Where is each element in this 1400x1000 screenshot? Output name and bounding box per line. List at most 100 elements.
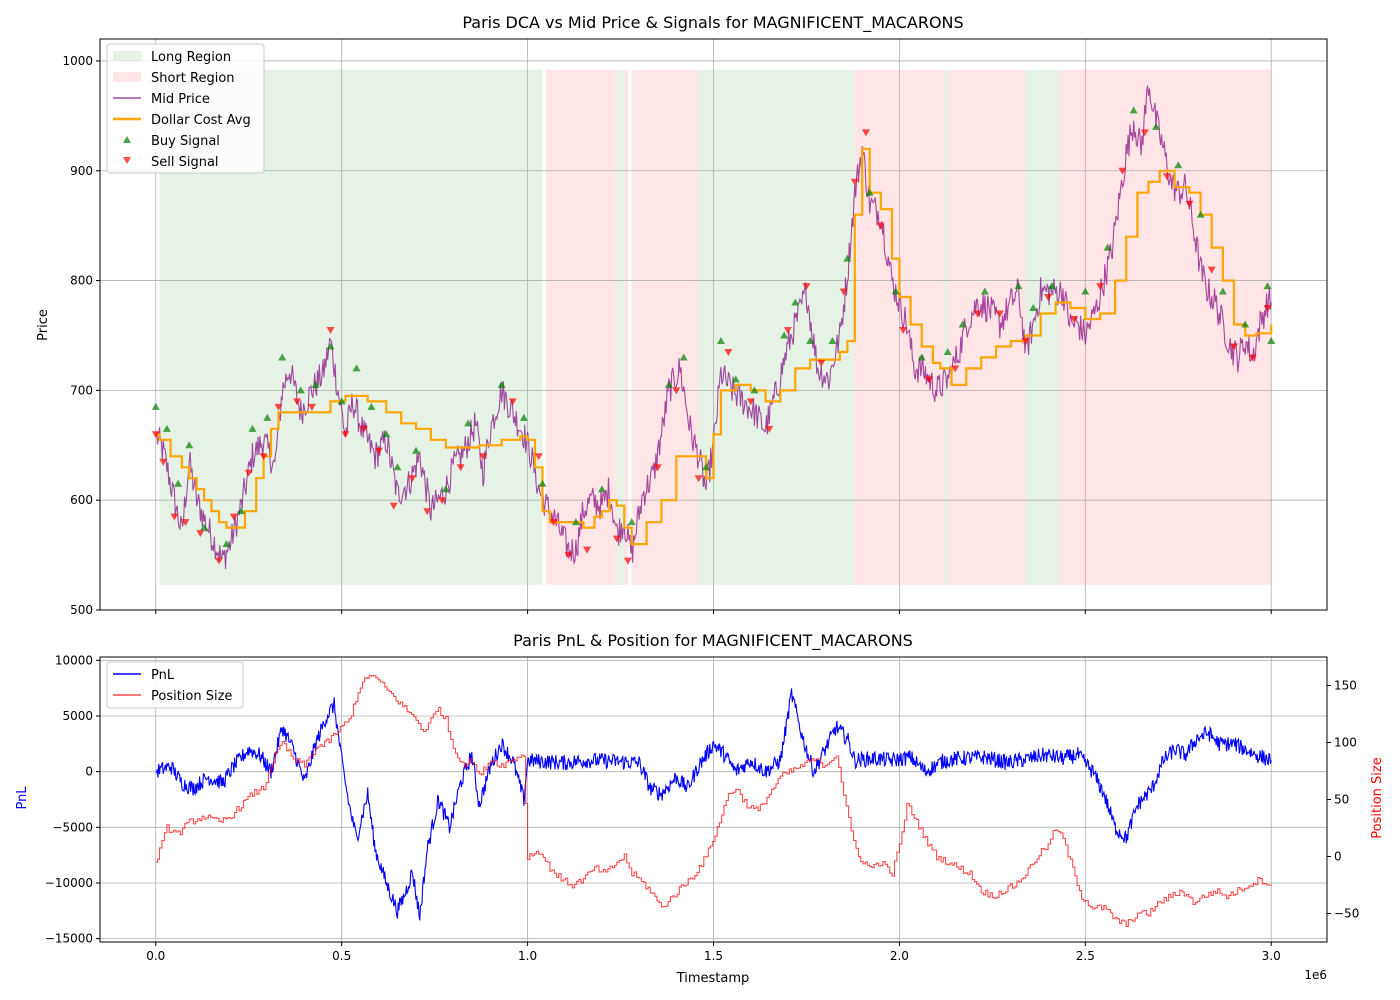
sell-signal-marker	[423, 508, 432, 516]
sell-signal-marker	[196, 530, 205, 538]
top-chart-title: Paris DCA vs Mid Price & Signals for MAG…	[462, 13, 963, 33]
buy-signal-marker	[731, 375, 740, 383]
position-tick-label: 50	[1334, 793, 1349, 807]
y-tick-label: 1000	[62, 54, 93, 68]
sell-signal-marker	[802, 283, 811, 291]
position-tick-label: 0	[1334, 850, 1342, 864]
buy-signal-marker	[367, 402, 376, 410]
sell-signal-marker	[951, 365, 960, 373]
sell-signal-marker	[1230, 343, 1239, 351]
pnl-tick-label: 5000	[62, 709, 93, 723]
buy-signal-marker	[943, 347, 952, 355]
sell-signal-marker	[1248, 354, 1257, 362]
sell-signal-marker	[1044, 294, 1053, 302]
sell-signal-marker	[995, 310, 1004, 318]
buy-signal-marker	[791, 298, 800, 306]
buy-signal-marker	[248, 424, 257, 432]
bottom-legend: PnL Position Size	[106, 661, 244, 709]
bottom-x-ticks: 0.0 0.5 1.0 1.5 2.0 2.5 3.0	[146, 942, 1281, 963]
buy-signal-marker	[352, 364, 361, 372]
buy-signal-marker	[702, 463, 711, 471]
x-tick-label: 2.0	[890, 949, 909, 963]
sell-signal-marker	[151, 431, 160, 439]
buy-signal-marker	[664, 380, 673, 388]
position-tick-label: 100	[1334, 736, 1357, 750]
legend-short-swatch	[113, 72, 141, 82]
buy-signal-marker	[1047, 282, 1056, 290]
sell-signal-marker	[181, 519, 190, 527]
sell-signal-marker	[307, 403, 316, 411]
sell-signal-marker	[259, 453, 268, 461]
x-axis-offset-label: 1e6	[1304, 968, 1327, 982]
buy-signal-marker	[1129, 106, 1138, 114]
buy-signal-marker	[162, 424, 171, 432]
buy-signal-marker	[519, 413, 528, 421]
buy-signal-marker	[828, 336, 837, 344]
buy-signal-marker	[237, 507, 246, 515]
long-region	[944, 69, 948, 585]
x-tick-label: 1.0	[518, 949, 537, 963]
sell-signal-marker	[1263, 305, 1272, 313]
pnl-tick-label: −5000	[52, 820, 93, 834]
buy-signal-marker	[185, 441, 194, 449]
top-y-axis-label: Price	[36, 309, 51, 341]
sell-signal-marker	[1118, 167, 1127, 175]
sell-signal-marker	[876, 222, 885, 230]
short-region	[624, 69, 628, 585]
buy-signal-marker	[1014, 282, 1023, 290]
sell-signal-marker	[359, 425, 368, 433]
buy-signal-marker	[891, 287, 900, 295]
sell-signal-marker	[508, 398, 517, 406]
pnl-chart: Paris PnL & Position for MAGNIFICENT_MAC…	[15, 631, 1385, 986]
top-series	[155, 85, 1273, 570]
bottom-grid	[100, 657, 1327, 942]
buy-signal-marker	[412, 446, 421, 454]
buy-signal-marker	[806, 336, 815, 344]
legend-buy-marker	[123, 136, 131, 143]
buy-signal-marker	[382, 430, 391, 438]
buy-signal-marker	[222, 540, 231, 548]
position-axis-label: Position Size	[1370, 757, 1385, 838]
top-x-ticks	[155, 610, 1272, 614]
buy-signal-marker	[597, 485, 606, 493]
legend-sell-marker	[123, 157, 131, 164]
position-tick-label: −50	[1334, 907, 1359, 921]
sell-signal-marker	[1021, 337, 1030, 345]
sell-signal-marker	[170, 513, 179, 521]
top-plot-frame	[99, 38, 1328, 611]
bottom-plot-frame	[99, 656, 1328, 943]
x-tick-label: 0.5	[332, 949, 351, 963]
y-tick-label: 600	[70, 493, 93, 507]
signal-markers	[151, 106, 1276, 565]
dollar-cost-avg-line	[155, 147, 1273, 546]
sell-signal-marker	[899, 326, 908, 334]
buy-signal-marker	[337, 397, 346, 405]
buy-signal-marker	[263, 413, 272, 421]
long-region	[1025, 69, 1060, 585]
sell-signal-marker	[783, 326, 792, 334]
short-region	[631, 69, 699, 585]
buy-signal-marker	[1081, 287, 1090, 295]
legend-position-label: Position Size	[151, 689, 232, 704]
sell-signal-marker	[861, 129, 870, 137]
long-region	[698, 69, 855, 585]
buy-signal-marker	[1103, 243, 1112, 251]
sell-signal-marker	[612, 535, 621, 543]
buy-signal-marker	[1241, 320, 1250, 328]
sell-signal-marker	[1163, 173, 1172, 181]
sell-signal-marker	[438, 497, 447, 505]
buy-signal-marker	[393, 463, 402, 471]
buy-signal-marker	[865, 188, 874, 196]
pnl-axis-label: PnL	[15, 786, 30, 810]
buy-signal-marker	[151, 402, 160, 410]
legend-sell-label: Sell Signal	[151, 155, 219, 170]
buy-signal-marker	[464, 419, 473, 427]
sell-signal-marker	[1096, 283, 1105, 291]
sell-signal-marker	[229, 513, 238, 521]
region-spans	[159, 69, 1272, 585]
sell-signal-marker	[549, 519, 558, 527]
y-tick-label: 800	[70, 274, 93, 288]
pnl-tick-label: −10000	[45, 876, 93, 890]
buy-signal-marker	[200, 523, 209, 531]
y-tick-label: 900	[70, 164, 93, 178]
